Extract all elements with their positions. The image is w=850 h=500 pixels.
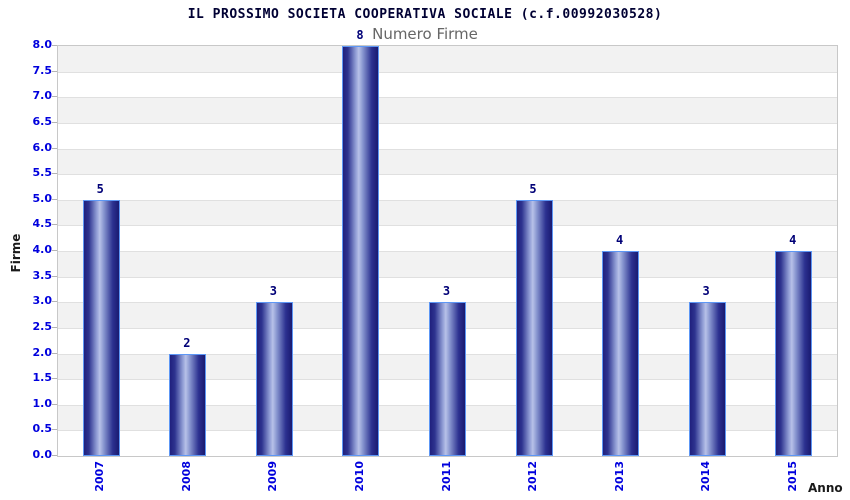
x-tick-label: 2013: [612, 461, 626, 492]
background-band: [58, 71, 837, 98]
y-tick-label: 8.0: [32, 38, 53, 51]
gridline: [58, 97, 837, 99]
background-band: [58, 148, 837, 175]
bar: [255, 302, 293, 456]
y-tick-label: 3.0: [32, 294, 53, 308]
plot-area: [57, 45, 838, 457]
y-tick-mark: [52, 147, 57, 149]
y-tick-mark: [52, 352, 57, 354]
bar: [515, 199, 553, 456]
bar-value-label: 3: [702, 284, 710, 299]
bar-value-label: 3: [442, 284, 451, 299]
x-tick-label: 2007: [93, 461, 107, 492]
bar: [429, 302, 466, 456]
y-tick-mark: [52, 455, 57, 456]
x-tick-label: 2008: [179, 461, 193, 492]
x-tick-label: 2011: [439, 461, 453, 492]
bar: [688, 302, 726, 456]
gridline: [58, 174, 837, 176]
gridline: [58, 148, 837, 150]
y-tick-label: 6.0: [32, 140, 53, 154]
y-tick-mark: [52, 121, 57, 123]
bar: [775, 251, 813, 456]
y-tick-mark: [52, 224, 57, 226]
bar: [602, 251, 640, 456]
chart-title: IL PROSSIMO SOCIETA COOPERATIVA SOCIALE …: [187, 7, 663, 22]
y-tick-mark: [52, 403, 57, 405]
y-tick-label: 0.0: [32, 448, 53, 461]
bar-value-label: 5: [96, 181, 104, 196]
y-tick-label: 2.0: [32, 345, 53, 359]
y-tick-label: 4.5: [32, 217, 53, 231]
y-tick-mark: [52, 301, 57, 303]
y-tick-mark: [52, 45, 57, 46]
y-tick-mark: [52, 429, 57, 431]
y-tick-label: 1.0: [32, 396, 53, 410]
background-band: [58, 122, 837, 149]
y-tick-mark: [52, 250, 57, 251]
y-tick-label: 7.0: [32, 89, 53, 103]
chart-subtitle: Numero Firme: [372, 25, 478, 43]
bar-value-label: 5: [529, 181, 537, 196]
background-band: [58, 251, 837, 277]
bar: [342, 46, 380, 456]
x-axis-title: Anno: [808, 481, 843, 495]
y-tick-label: 2.5: [32, 319, 53, 333]
gridline: [58, 199, 837, 201]
gridline: [58, 251, 837, 252]
y-tick-mark: [52, 173, 57, 175]
background-band: [58, 174, 837, 200]
bar-value-label: 4: [615, 233, 624, 247]
gridline: [58, 71, 837, 73]
x-tick-label: 2009: [266, 461, 280, 492]
gridline: [58, 276, 837, 278]
y-tick-label: 6.5: [32, 114, 53, 128]
y-tick-label: 1.5: [32, 371, 53, 385]
y-tick-label: 7.5: [32, 63, 53, 77]
y-tick-mark: [52, 378, 57, 380]
bar-value-label: 8: [356, 28, 364, 42]
y-tick-label: 4.0: [32, 243, 53, 256]
bar-value-label: 2: [183, 335, 191, 350]
y-tick-label: 5.5: [32, 166, 53, 180]
bar-value-label: 4: [789, 233, 797, 247]
y-tick-mark: [52, 198, 57, 200]
y-tick-mark: [52, 70, 57, 72]
background-band: [58, 46, 837, 72]
background-band: [58, 225, 837, 251]
y-tick-label: 5.0: [32, 191, 53, 205]
x-tick-label: 2010: [352, 461, 366, 492]
x-tick-label: 2014: [699, 461, 713, 492]
y-tick-mark: [52, 96, 57, 98]
background-band: [58, 199, 837, 226]
bar: [82, 199, 120, 456]
gridline: [58, 122, 837, 124]
bar: [169, 353, 207, 456]
gridline: [58, 225, 837, 227]
x-tick-label: 2015: [785, 461, 799, 492]
y-tick-label: 3.5: [32, 268, 53, 282]
y-tick-label: 0.5: [32, 422, 53, 436]
background-band: [58, 276, 837, 303]
x-tick-label: 2012: [526, 461, 540, 492]
y-tick-mark: [52, 326, 57, 328]
background-band: [58, 97, 837, 123]
bar-value-label: 3: [269, 284, 277, 299]
y-tick-mark: [52, 275, 57, 277]
